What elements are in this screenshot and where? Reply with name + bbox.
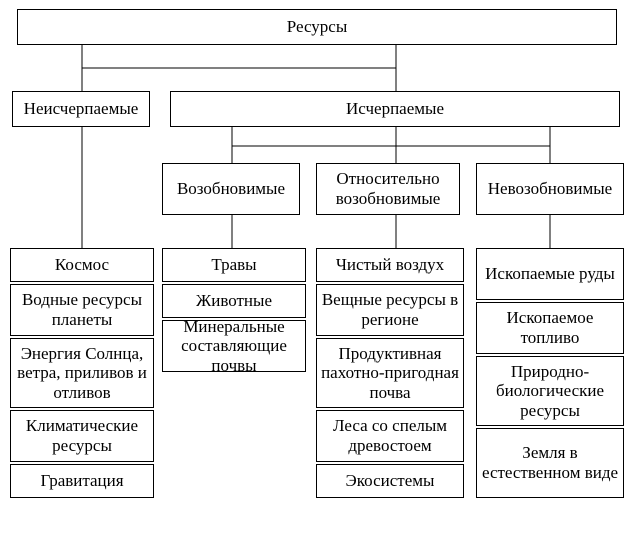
node-gravity: Гравитация <box>10 464 154 498</box>
node-label: Неисчерпаемые <box>24 99 139 119</box>
node-label: Природно-​биологические ресурсы <box>481 362 619 421</box>
node-sun: Энергия Солнца, ветра, приливов и отливо… <box>10 338 154 408</box>
node-air: Чистый воздух <box>316 248 464 282</box>
node-label: Вещные ресурсы в регионе <box>321 290 459 329</box>
node-label: Экосистемы <box>346 471 435 491</box>
node-label: Чистый воздух <box>336 255 444 275</box>
diagram-canvas: Ресурсы Неисчерпаемые Исчерпаемые Возобн… <box>0 0 636 548</box>
node-label: Ресурсы <box>287 17 348 37</box>
node-label: Ископаемое топливо <box>481 308 619 347</box>
node-label: Возобновимые <box>177 179 285 199</box>
node-eco: Экосистемы <box>316 464 464 498</box>
node-water: Водные ресурсы планеты <box>10 284 154 336</box>
node-root: Ресурсы <box>17 9 617 45</box>
node-forest: Леса со спелым древостоем <box>316 410 464 462</box>
node-label: Леса со спелым древостоем <box>321 416 459 455</box>
node-label: Травы <box>211 255 256 275</box>
node-herbs: Травы <box>162 248 306 282</box>
node-animals: Животные <box>162 284 306 318</box>
node-label: Гравитация <box>40 471 123 491</box>
node-exhaustible: Исчерпаемые <box>170 91 620 127</box>
node-label: Продуктивная пахотно-​пригодная почва <box>321 344 459 403</box>
node-regres: Вещные ресурсы в регионе <box>316 284 464 336</box>
node-label: Климатические ресурсы <box>15 416 149 455</box>
node-bio: Природно-​биологические ресурсы <box>476 356 624 426</box>
node-inexhaustible: Неисчерпаемые <box>12 91 150 127</box>
node-label: Исчерпаемые <box>346 99 444 119</box>
node-label: Энергия Солнца, ветра, приливов и отливо… <box>15 344 149 403</box>
node-cosmos: Космос <box>10 248 154 282</box>
node-label: Водные ресурсы планеты <box>15 290 149 329</box>
node-label: Ископаемые руды <box>485 264 615 284</box>
node-label: Земля в естественном виде <box>481 443 619 482</box>
node-label: Относительно возобновимые <box>321 169 455 208</box>
node-fuel: Ископаемое топливо <box>476 302 624 354</box>
node-label: Животные <box>196 291 272 311</box>
node-soil: Продуктивная пахотно-​пригодная почва <box>316 338 464 408</box>
node-land: Земля в естественном виде <box>476 428 624 498</box>
node-label: Невозобновимые <box>488 179 612 199</box>
node-minerals: Минеральные составляющие почвы <box>162 320 306 372</box>
node-relatively-renewable: Относительно возобновимые <box>316 163 460 215</box>
node-ores: Ископаемые руды <box>476 248 624 300</box>
node-nonrenewable: Невозобновимые <box>476 163 624 215</box>
node-climate: Климатические ресурсы <box>10 410 154 462</box>
node-label: Космос <box>55 255 109 275</box>
node-renewable: Возобновимые <box>162 163 300 215</box>
node-label: Минеральные составляющие почвы <box>167 317 301 376</box>
